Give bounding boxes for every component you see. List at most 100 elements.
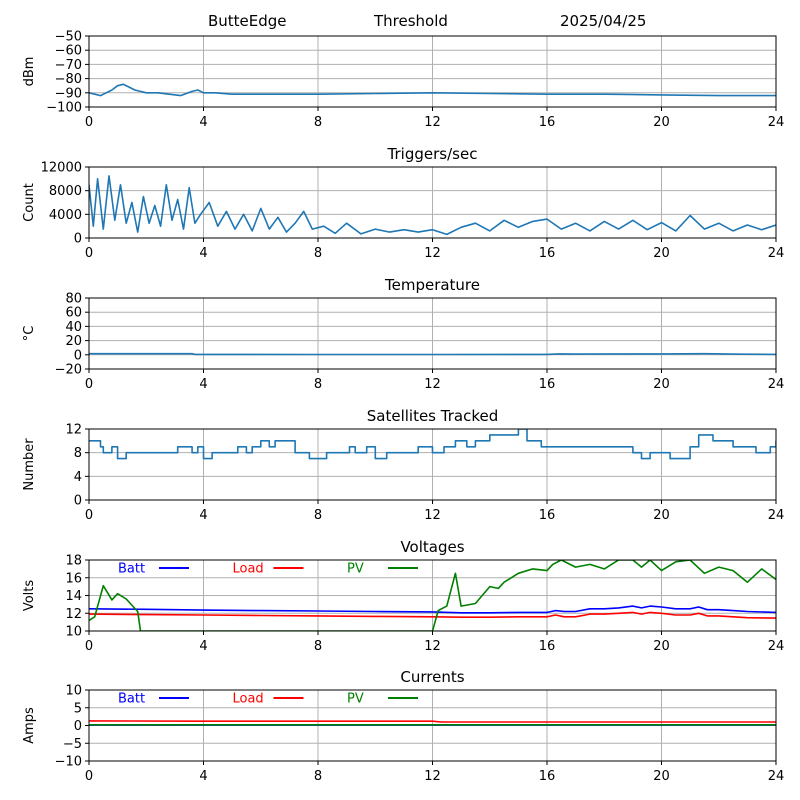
y-axis-label: dBm	[22, 57, 37, 87]
series-line	[89, 175, 776, 236]
y-tick-label: −80	[55, 72, 82, 87]
y-tick-label: 18	[65, 554, 82, 569]
x-tick-label: 0	[85, 508, 93, 523]
chart-title: Currents	[400, 668, 464, 686]
x-tick-label: 16	[539, 769, 556, 784]
x-tick-label: 24	[768, 377, 785, 392]
y-tick-label: −60	[55, 44, 82, 59]
header-station: ButteEdge	[208, 12, 287, 30]
x-tick-label: 12	[424, 639, 441, 654]
x-tick-label: 0	[85, 377, 93, 392]
chart-title: Voltages	[400, 538, 464, 556]
y-tick-label: 8000	[49, 184, 82, 199]
legend-label-pv: PV	[347, 562, 364, 577]
x-tick-label: 12	[424, 508, 441, 523]
y-axis-label: Volts	[22, 580, 37, 612]
y-tick-label: 0	[74, 348, 82, 363]
y-tick-label: 16	[65, 571, 82, 586]
x-tick-label: 16	[539, 115, 556, 130]
x-tick-label: 4	[199, 246, 207, 261]
y-axis-label: Number	[22, 438, 37, 491]
x-tick-label: 12	[424, 115, 441, 130]
y-tick-label: 60	[65, 306, 82, 321]
x-tick-label: 4	[199, 115, 207, 130]
legend-label-batt: Batt	[118, 692, 145, 707]
y-tick-label: 20	[65, 334, 82, 349]
y-tick-label: −5	[63, 737, 82, 752]
chart-panel-5: 0 4 8 12 16 20 24 −10 −5 0 5 10 Currents Amps Batt Load…	[22, 668, 784, 784]
chart-title: Temperature	[384, 276, 480, 294]
y-tick-label: 10	[65, 684, 82, 699]
series-group	[89, 429, 776, 460]
series-line	[89, 429, 776, 460]
y-tick-label: 80	[65, 292, 82, 307]
series-group	[89, 352, 776, 356]
x-tick-label: 4	[199, 769, 207, 784]
chart-panel-0: 0 4 8 12 16 20 24 −100−90−80−70−60−50 dBm	[22, 30, 784, 131]
series-group	[89, 720, 776, 726]
x-tick-label: 20	[653, 508, 670, 523]
y-tick-label: 0	[74, 494, 82, 509]
y-tick-label: −90	[55, 86, 82, 101]
x-tick-label: 0	[85, 639, 93, 654]
y-tick-label: 4	[74, 470, 82, 485]
x-tick-label: 0	[85, 115, 93, 130]
x-tick-label: 8	[314, 639, 322, 654]
x-tick-label: 8	[314, 246, 322, 261]
x-tick-label: 24	[768, 639, 785, 654]
y-tick-label: 5	[74, 701, 82, 716]
x-tick-label: 8	[314, 508, 322, 523]
y-tick-label: 0	[74, 719, 82, 734]
chart-panel-1: 0 4 8 12 16 20 24 0 4000 8000 12000 Triggers/sec Cou…	[22, 145, 784, 261]
x-tick-label: 4	[199, 377, 207, 392]
x-tick-label: 24	[768, 115, 785, 130]
series-line-load	[89, 611, 776, 619]
x-tick-label: 24	[768, 769, 785, 784]
header-panel: Threshold	[373, 12, 448, 30]
y-tick-label: 10	[65, 625, 82, 640]
x-tick-label: 24	[768, 246, 785, 261]
x-tick-label: 12	[424, 246, 441, 261]
y-tick-label: −50	[55, 30, 82, 45]
x-tick-label: 16	[539, 377, 556, 392]
legend-label-pv: PV	[347, 692, 364, 707]
chart-panel-4: 0 4 8 12 16 20 24 10 12 14 16 18 Voltages Volts Batt Lo…	[22, 538, 784, 654]
x-tick-label: 4	[199, 508, 207, 523]
series-line	[89, 83, 776, 97]
y-tick-label: 14	[65, 589, 82, 604]
y-tick-label: 0	[74, 232, 82, 247]
y-tick-label: 40	[65, 320, 82, 335]
legend-label-load: Load	[233, 562, 264, 577]
chart-title: Triggers/sec	[387, 145, 478, 163]
series-group	[89, 83, 776, 97]
y-tick-label: 8	[74, 446, 82, 461]
header-date: 2025/04/25	[560, 12, 646, 30]
x-tick-label: 12	[424, 769, 441, 784]
y-axis-label: Amps	[22, 707, 37, 744]
x-tick-label: 0	[85, 246, 93, 261]
series-group	[89, 175, 776, 236]
series-line-load	[89, 720, 776, 723]
x-tick-label: 16	[539, 246, 556, 261]
y-tick-label: −100	[46, 101, 82, 116]
x-tick-label: 20	[653, 246, 670, 261]
series-line-batt	[89, 605, 776, 614]
y-tick-label: 12	[65, 423, 82, 438]
chart-panel-3: 0 4 8 12 16 20 24 0 4 8 12 Satellites Tracked Number	[22, 407, 784, 523]
x-tick-label: 4	[199, 639, 207, 654]
legend-label-batt: Batt	[118, 562, 145, 577]
x-tick-label: 8	[314, 377, 322, 392]
series-line	[89, 352, 776, 356]
y-axis-label: Count	[22, 183, 37, 222]
x-tick-label: 0	[85, 769, 93, 784]
y-tick-label: −10	[55, 755, 82, 770]
y-tick-label: −20	[55, 363, 82, 378]
x-tick-label: 12	[424, 377, 441, 392]
x-tick-label: 20	[653, 769, 670, 784]
y-tick-label: 12000	[41, 161, 82, 176]
x-tick-label: 20	[653, 377, 670, 392]
